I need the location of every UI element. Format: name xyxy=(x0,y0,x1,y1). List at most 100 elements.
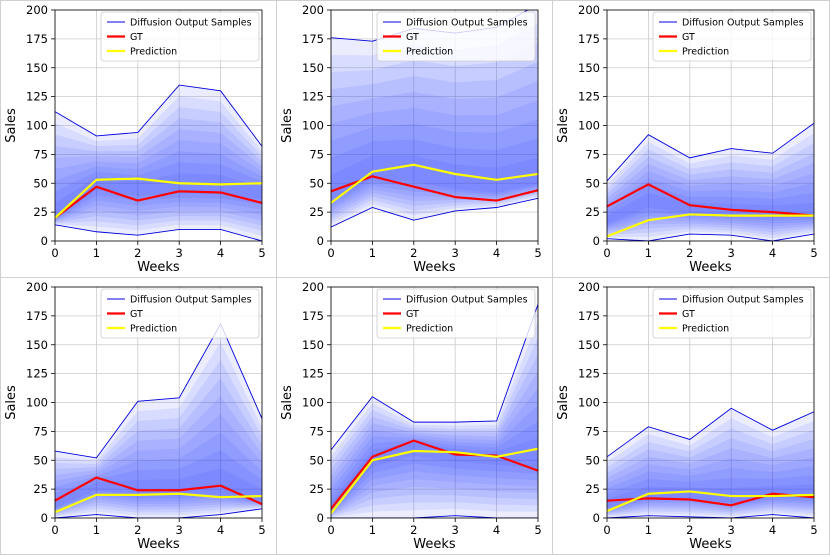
samples-lower-line xyxy=(607,514,814,518)
y-axis-label: Sales xyxy=(4,108,19,143)
sample-band xyxy=(55,118,262,226)
sample-band xyxy=(331,80,538,215)
y-axis-label: Sales xyxy=(4,385,19,420)
sample-band xyxy=(331,421,538,513)
samples-group xyxy=(331,10,538,228)
x-tick-label: 4 xyxy=(217,246,224,260)
sample-band xyxy=(55,129,262,222)
legend-samples-label: Diffusion Output Samples xyxy=(682,18,804,29)
legend: Diffusion Output Samples GT Prediction xyxy=(376,11,536,62)
sample-band xyxy=(607,153,814,234)
x-tick-label: 0 xyxy=(51,246,58,260)
sample-band xyxy=(331,10,538,228)
legend-samples-label: Diffusion Output Samples xyxy=(406,295,528,306)
gt-line xyxy=(55,476,262,506)
samples-lower-line xyxy=(331,515,538,518)
sample-band xyxy=(331,304,538,518)
gt-line xyxy=(607,492,814,507)
x-tick-label: 1 xyxy=(369,523,376,537)
y-tick-label: 25 xyxy=(33,482,48,496)
x-tick-label: 3 xyxy=(728,246,735,260)
y-tick-label: 75 xyxy=(309,147,324,161)
y-tick-label: 125 xyxy=(578,90,600,104)
sample-band xyxy=(331,337,538,517)
x-tick-label: 1 xyxy=(369,246,376,260)
legend-box xyxy=(652,11,812,62)
x-tick-label: 0 xyxy=(603,246,610,260)
y-tick-label: 25 xyxy=(585,482,600,496)
x-tick-label: 4 xyxy=(217,523,224,537)
y-tick-label: 75 xyxy=(585,424,600,438)
x-axis-label: Weeks xyxy=(137,537,180,552)
chart-panel-6: 0 25 50 75 100 125 150 175 200 0 1 2 3 4 5 Weeks Sales Di… xyxy=(556,280,818,552)
x-axis-label: Weeks xyxy=(689,260,732,275)
samples-group xyxy=(55,84,262,241)
y-tick-label: 200 xyxy=(302,3,324,17)
y-tick-label: 25 xyxy=(585,205,600,219)
x-tick-label: 2 xyxy=(686,246,693,260)
y-tick-label: 150 xyxy=(578,338,600,352)
sample-band xyxy=(607,484,814,508)
sample-band xyxy=(607,475,814,509)
legend-box xyxy=(100,11,260,62)
y-axis-label: Sales xyxy=(280,108,295,143)
sample-band xyxy=(55,396,262,514)
y-tick-label: 100 xyxy=(302,396,324,410)
x-tick-label: 5 xyxy=(810,246,817,260)
chart-panel-2: 0 25 50 75 100 125 150 175 200 0 1 2 3 4 5 Weeks Sales Di… xyxy=(280,3,542,275)
sample-band xyxy=(55,107,262,231)
sample-band xyxy=(331,119,538,208)
x-tick-label: 3 xyxy=(176,523,183,537)
x-tick-label: 3 xyxy=(176,246,183,260)
samples-upper-line xyxy=(607,407,814,458)
y-tick-label: 100 xyxy=(578,119,600,133)
y-tick-label: 100 xyxy=(578,396,600,410)
samples-upper-line xyxy=(331,304,538,451)
legend-prediction-label: Prediction xyxy=(130,47,177,58)
sample-band xyxy=(607,163,814,232)
x-tick-label: 3 xyxy=(452,523,459,537)
legend-samples-label: Diffusion Output Samples xyxy=(130,18,252,29)
legend-prediction-label: Prediction xyxy=(130,324,177,335)
y-tick-label: 0 xyxy=(593,234,600,248)
gt-line xyxy=(55,185,262,219)
legend-gt-label: GT xyxy=(130,309,143,320)
samples-group xyxy=(55,322,262,518)
prediction-line xyxy=(607,213,814,238)
sample-band xyxy=(55,162,262,220)
legend: Diffusion Output Samples GT Prediction xyxy=(376,288,536,339)
y-tick-label: 150 xyxy=(578,61,600,75)
x-tick-label: 4 xyxy=(769,246,776,260)
x-axis-label: Weeks xyxy=(413,260,456,275)
x-tick-label: 1 xyxy=(645,246,652,260)
y-tick-label: 100 xyxy=(302,119,324,133)
sample-band xyxy=(331,354,538,516)
sample-band xyxy=(331,100,538,211)
x-tick-label: 5 xyxy=(258,246,265,260)
y-tick-label: 0 xyxy=(593,511,600,525)
y-tick-label: 75 xyxy=(33,147,48,161)
x-tick-label: 1 xyxy=(93,246,100,260)
y-tick-label: 200 xyxy=(578,3,600,17)
y-axis-label: Sales xyxy=(556,385,571,420)
x-tick-label: 5 xyxy=(810,523,817,537)
y-tick-label: 50 xyxy=(309,453,324,467)
legend: Diffusion Output Samples GT Prediction xyxy=(100,288,260,339)
x-axis-label: Weeks xyxy=(137,260,180,275)
y-tick-label: 25 xyxy=(309,205,324,219)
sample-band xyxy=(55,323,262,518)
y-tick-label: 50 xyxy=(585,176,600,190)
x-tick-label: 0 xyxy=(327,523,334,537)
x-tick-label: 0 xyxy=(603,523,610,537)
y-tick-label: 200 xyxy=(26,3,48,17)
x-tick-label: 3 xyxy=(452,246,459,260)
y-tick-label: 175 xyxy=(578,32,600,46)
y-tick-label: 125 xyxy=(26,367,48,381)
legend-samples-label: Diffusion Output Samples xyxy=(406,18,528,29)
y-tick-label: 125 xyxy=(302,90,324,104)
prediction-line xyxy=(55,492,262,514)
samples-upper-line xyxy=(55,322,262,459)
legend-samples-label: Diffusion Output Samples xyxy=(130,295,252,306)
